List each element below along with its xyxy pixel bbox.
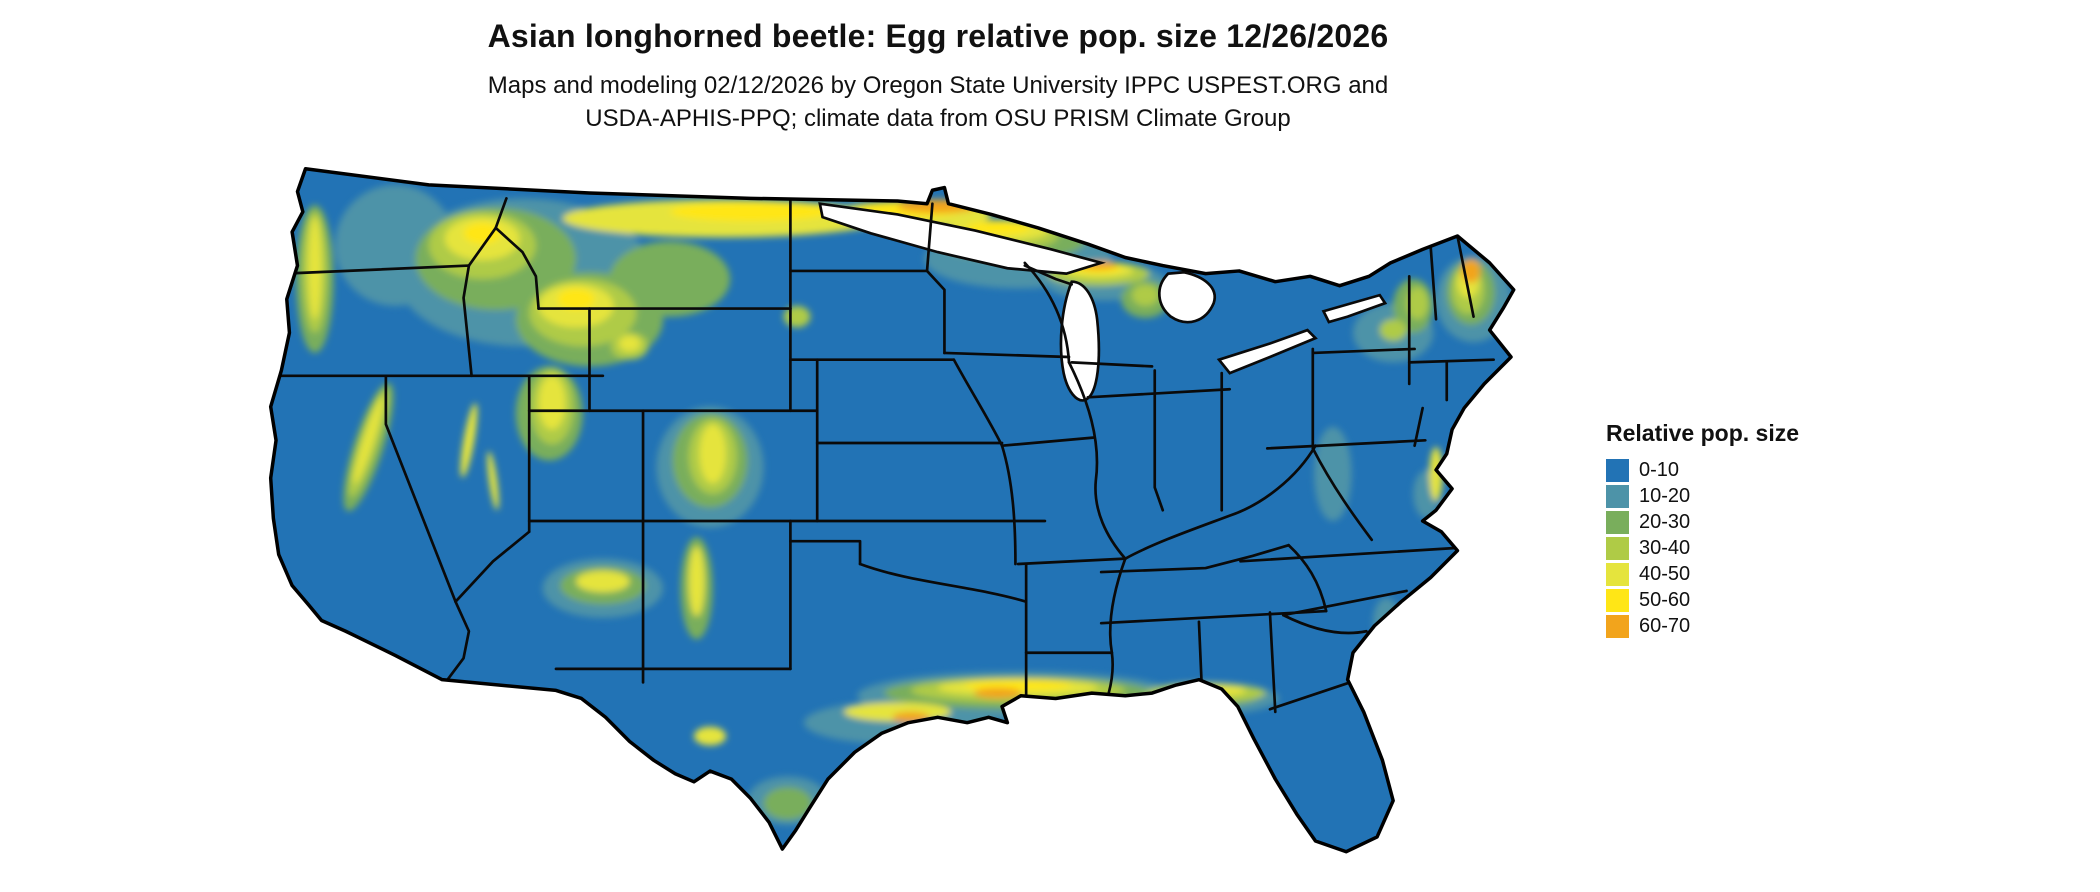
map-subtitle: Maps and modeling 02/12/2026 by Oregon S… (0, 69, 1876, 135)
legend-label: 20-30 (1639, 511, 1691, 533)
legend-swatch (1606, 589, 1629, 612)
us-outline (268, 167, 1516, 854)
map-subtitle-line1: Maps and modeling 02/12/2026 by Oregon S… (487, 72, 1389, 99)
legend-item: 60-70 (1606, 615, 1906, 638)
legend-label: 30-40 (1639, 537, 1691, 559)
legend-label: 60-70 (1639, 615, 1691, 637)
legend-title: Relative pop. size (1606, 420, 1800, 446)
legend-items: 0-10 10-20 20-30 30-40 40-50 50-60 60-70 (1606, 459, 1906, 638)
legend-swatch (1606, 459, 1629, 482)
lake-erie (1216, 328, 1318, 375)
legend: Relative pop. size 0-10 10-20 20-30 30-40 40… (1606, 420, 1906, 641)
us-map (268, 158, 1574, 884)
legend-item: 20-30 (1606, 511, 1906, 534)
legend-item: 40-50 (1606, 563, 1906, 586)
legend-label: 50-60 (1639, 589, 1691, 611)
raster-layer (270, 168, 1514, 852)
lake-superior (818, 202, 1106, 275)
legend-swatch (1606, 485, 1629, 508)
legend-swatch (1606, 537, 1629, 560)
legend-item: 10-20 (1606, 485, 1906, 508)
legend-item: 30-40 (1606, 537, 1906, 560)
legend-label: 10-20 (1639, 485, 1691, 507)
map-header: Asian longhorned beetle: Egg relative po… (0, 18, 1876, 135)
map-subtitle-line2: USDA-APHIS-PPQ; climate data from OSU PR… (585, 105, 1291, 132)
great-lakes (818, 202, 1388, 402)
state-boundaries (272, 196, 1495, 751)
lake-huron (1158, 270, 1217, 324)
legend-swatch (1606, 563, 1629, 586)
map-title: Asian longhorned beetle: Egg relative po… (487, 18, 1389, 54)
legend-label: 40-50 (1639, 563, 1691, 585)
us-map-svg (268, 167, 1516, 854)
legend-item: 0-10 (1606, 459, 1906, 482)
legend-item: 50-60 (1606, 589, 1906, 612)
lake-ontario (1321, 293, 1388, 324)
legend-swatch (1606, 511, 1629, 534)
legend-label: 0-10 (1639, 459, 1680, 481)
legend-swatch (1606, 615, 1629, 638)
